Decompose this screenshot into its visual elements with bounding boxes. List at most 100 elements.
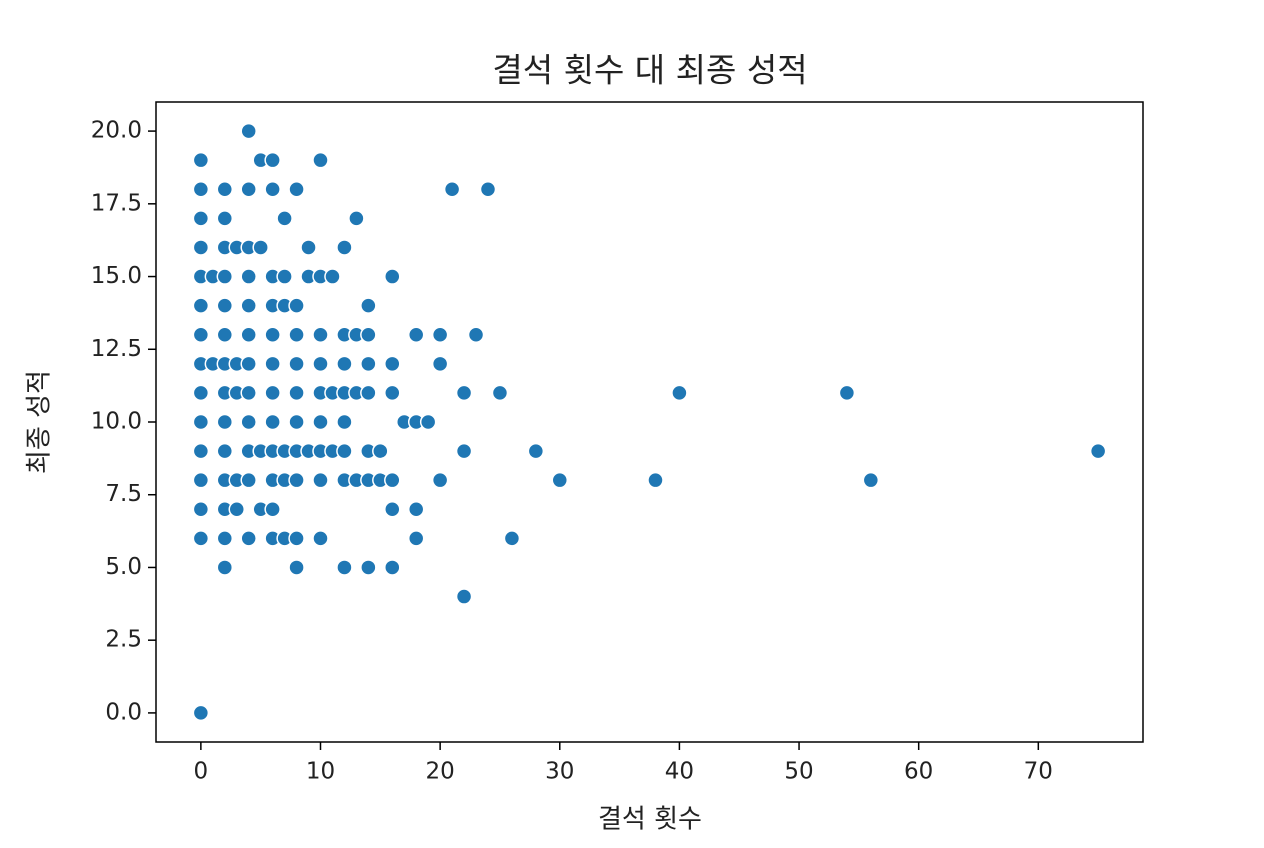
point [288, 355, 305, 373]
x-tick-label: 40 [665, 759, 694, 785]
point [288, 384, 305, 402]
point [216, 530, 234, 547]
point [407, 530, 425, 547]
point [312, 413, 329, 431]
point [288, 326, 305, 343]
point [216, 326, 234, 343]
point [527, 442, 545, 460]
point [264, 151, 281, 169]
point [647, 471, 664, 489]
point [467, 326, 485, 343]
point [192, 326, 210, 343]
point [192, 239, 210, 256]
point [312, 326, 329, 343]
point [240, 471, 257, 489]
point [1089, 442, 1107, 460]
point [407, 326, 425, 343]
point [192, 413, 210, 431]
point [192, 471, 210, 489]
point [216, 268, 234, 285]
point [372, 442, 389, 460]
point [360, 355, 377, 373]
point [479, 181, 497, 198]
point [431, 355, 449, 373]
point [240, 122, 257, 140]
point [264, 413, 281, 431]
point [455, 384, 473, 402]
x-tick-label: 20 [425, 759, 454, 785]
point [407, 501, 425, 518]
point [288, 471, 305, 489]
point [384, 471, 401, 489]
point [216, 413, 234, 431]
point [336, 355, 353, 373]
point [264, 384, 281, 402]
point [240, 355, 257, 373]
point [216, 559, 234, 576]
point [384, 268, 401, 285]
point [300, 239, 317, 256]
point [240, 384, 257, 402]
y-tick-label: 2.5 [105, 627, 142, 653]
point [443, 181, 461, 198]
point [336, 413, 353, 431]
point [360, 326, 377, 343]
point [455, 442, 473, 460]
y-tick-label: 10.0 [91, 409, 142, 435]
point [192, 210, 210, 227]
point [192, 704, 210, 722]
point [192, 151, 210, 169]
point [264, 501, 281, 518]
point [384, 501, 401, 518]
point [288, 530, 305, 547]
point [288, 559, 305, 576]
point [240, 413, 257, 431]
point [312, 530, 329, 547]
point [192, 501, 210, 518]
point [264, 181, 281, 198]
point [240, 326, 257, 343]
point [216, 181, 234, 198]
y-tick-label: 0.0 [105, 699, 142, 725]
point [671, 384, 688, 402]
point [240, 181, 257, 198]
x-tick-label: 10 [306, 759, 335, 785]
point [431, 471, 449, 489]
point [384, 355, 401, 373]
point [240, 268, 257, 285]
x-axis-label: 결석 횟수 [598, 805, 702, 835]
point [360, 297, 377, 314]
point [264, 326, 281, 343]
point [431, 326, 449, 343]
point [276, 210, 293, 227]
point [192, 384, 210, 402]
x-tick-label: 30 [545, 759, 574, 785]
point [252, 239, 269, 256]
point [491, 384, 509, 402]
y-tick-label: 5.0 [105, 554, 142, 580]
point [216, 442, 234, 460]
point [336, 442, 353, 460]
point [240, 297, 257, 314]
point [336, 239, 353, 256]
point [192, 297, 210, 314]
y-tick-label: 12.5 [91, 336, 142, 362]
point [216, 297, 234, 314]
point [192, 442, 210, 460]
point [288, 181, 305, 198]
point [419, 413, 437, 431]
point [288, 413, 305, 431]
x-tick-label: 70 [1024, 759, 1053, 785]
y-axis-label: 최종 성적 [25, 370, 55, 474]
x-tick-label: 50 [784, 759, 813, 785]
y-tick-label: 17.5 [91, 190, 142, 216]
x-tick-label: 0 [194, 759, 209, 785]
point [276, 268, 293, 285]
point [862, 471, 880, 489]
point [503, 530, 521, 547]
y-tick-label: 7.5 [105, 481, 142, 507]
point [312, 151, 329, 169]
point [336, 559, 353, 576]
point [360, 384, 377, 402]
